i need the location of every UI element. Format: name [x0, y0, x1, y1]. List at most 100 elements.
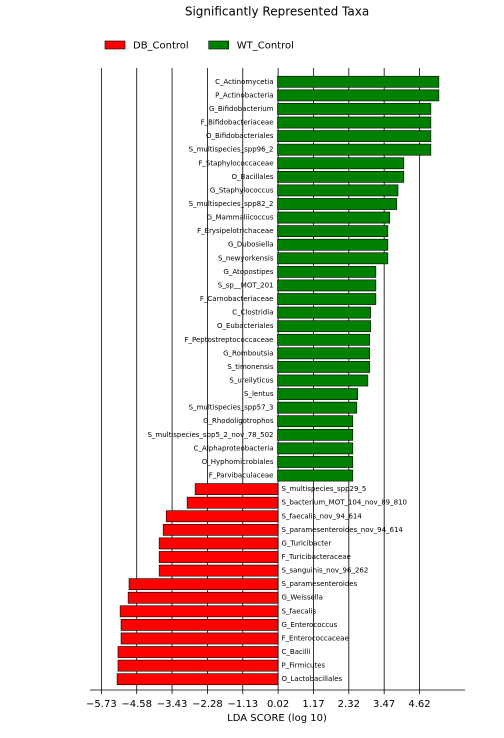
x-tick-label: −5.73 — [86, 699, 117, 710]
category-label: C_Clostridia — [232, 309, 273, 317]
bar — [277, 238, 389, 251]
category-label: G_Weissella — [282, 594, 323, 602]
bar — [277, 361, 371, 373]
category-label: G_Mammaliicoccus — [207, 214, 274, 222]
x-tick-label: 1.17 — [302, 699, 324, 710]
bar — [277, 143, 432, 156]
bar — [158, 564, 278, 577]
category-label: F_Carnobacteriaceae — [200, 295, 274, 303]
legend-label: DB_Control — [133, 41, 189, 52]
category-label: F_Peptostreptococcaceae — [184, 336, 273, 344]
bar — [117, 659, 278, 672]
category-label: P_Firmicutes — [282, 662, 326, 670]
category-label: O_Eubacteriales — [217, 322, 274, 330]
bar — [127, 591, 278, 604]
category-label: S_sp__MOT_201 — [218, 281, 274, 289]
bar — [277, 103, 432, 115]
bar — [158, 537, 278, 550]
category-label: G_Dubosiella — [228, 241, 274, 249]
category-label: G_Staphylococcus — [210, 186, 274, 194]
category-label: F_Bifidobacteriaceae — [201, 119, 274, 127]
category-label: S_faecalis — [282, 607, 317, 615]
bar — [277, 225, 389, 238]
category-label: F_Staphylococcaceae — [198, 159, 273, 167]
category-label: G_Rhodoligotrophos — [203, 417, 274, 425]
bar — [277, 293, 377, 305]
x-tick-label: 0.02 — [267, 699, 289, 710]
chart-title: Significantly Represented Taxa — [185, 5, 369, 19]
legend-swatch — [208, 40, 230, 50]
category-label: C_Alphaproteobacteria — [194, 444, 274, 452]
bar — [277, 198, 398, 210]
x-tick-label: −4.58 — [121, 699, 152, 710]
category-label: S_bacterium_MOT_104_nov_89_810 — [282, 499, 407, 507]
bar — [277, 333, 371, 346]
bar — [120, 632, 278, 645]
bar — [277, 347, 371, 360]
bar — [277, 442, 354, 455]
category-label: S_multispecies_spp96_2 — [189, 146, 274, 154]
bar — [277, 211, 390, 224]
category-label: S_multispecies_spp29_5 — [282, 485, 367, 493]
bar — [277, 266, 377, 278]
category-label: S_paramesenteroides_nov_94_614 — [282, 526, 404, 534]
category-label: S_ureilyticus — [229, 377, 273, 385]
bar — [277, 320, 371, 333]
bar — [117, 646, 278, 658]
category-label: G_Bifidobacterium — [209, 105, 274, 113]
x-axis-label: LDA SCORE (log 10) — [227, 713, 327, 724]
bar — [277, 252, 389, 265]
category-label: G_Romboutsia — [223, 349, 273, 357]
category-label: O_Bifidobacteriales — [206, 132, 274, 140]
legend-swatch — [104, 40, 126, 50]
bar — [277, 401, 358, 414]
category-label: O_Hyphomicrobiales — [202, 458, 274, 466]
category-label: S_sanguinis_nov_96_262 — [282, 567, 369, 575]
category-label: S_multispecies_spp82_2 — [189, 200, 274, 208]
category-label: S_lentus — [244, 390, 274, 398]
category-label: C_Actinomycetia — [215, 78, 273, 86]
x-tick-label: 4.62 — [408, 699, 430, 710]
category-label: G_Turicibacter — [282, 539, 332, 547]
bar — [277, 469, 354, 482]
legend-label: WT_Control — [237, 41, 294, 52]
bar — [194, 483, 278, 495]
bar — [162, 523, 278, 536]
bar — [277, 306, 371, 319]
x-tick-label: −1.13 — [227, 699, 258, 710]
bar — [128, 578, 278, 591]
bar — [277, 184, 399, 197]
category-label: G_Enterococcus — [282, 621, 338, 629]
category-label: O_Lactobacillales — [282, 675, 343, 683]
category-label: F_Erysipelotrichaceae — [197, 227, 273, 235]
bar — [277, 388, 359, 400]
category-label: S_paramesenteroides — [282, 580, 358, 588]
bar — [119, 605, 278, 618]
category-label: C_Bacilli — [282, 648, 311, 656]
category-label: G_Atopostipes — [223, 268, 273, 276]
category-label: P_Actinobacteria — [215, 91, 273, 99]
category-label: O_Bacillales — [232, 173, 274, 181]
bar — [277, 130, 432, 142]
bar — [277, 170, 405, 183]
x-tick-label: 3.47 — [373, 699, 395, 710]
bar — [277, 89, 440, 102]
bar — [277, 279, 377, 292]
bar — [277, 75, 440, 88]
category-label: S_faecalis_nov_94_614 — [282, 512, 363, 520]
bar — [277, 157, 405, 170]
bar — [277, 428, 354, 441]
x-tick-label: 2.32 — [338, 699, 360, 710]
category-label: S_newyorkensis — [218, 254, 274, 262]
category-label: F_Parvibaculaceae — [209, 472, 274, 480]
category-label: F_Enterococcaceae — [282, 634, 349, 642]
bar — [277, 456, 354, 468]
x-tick-label: −2.28 — [192, 699, 223, 710]
bar — [116, 673, 278, 686]
category-label: S_multispecies_spp57_3 — [189, 404, 274, 412]
category-label: F_Turicibacteraceae — [282, 553, 351, 561]
category-label: S_timonensis — [227, 363, 274, 371]
category-label: S_multispecies_spp5_2_nov_78_502 — [147, 431, 273, 439]
